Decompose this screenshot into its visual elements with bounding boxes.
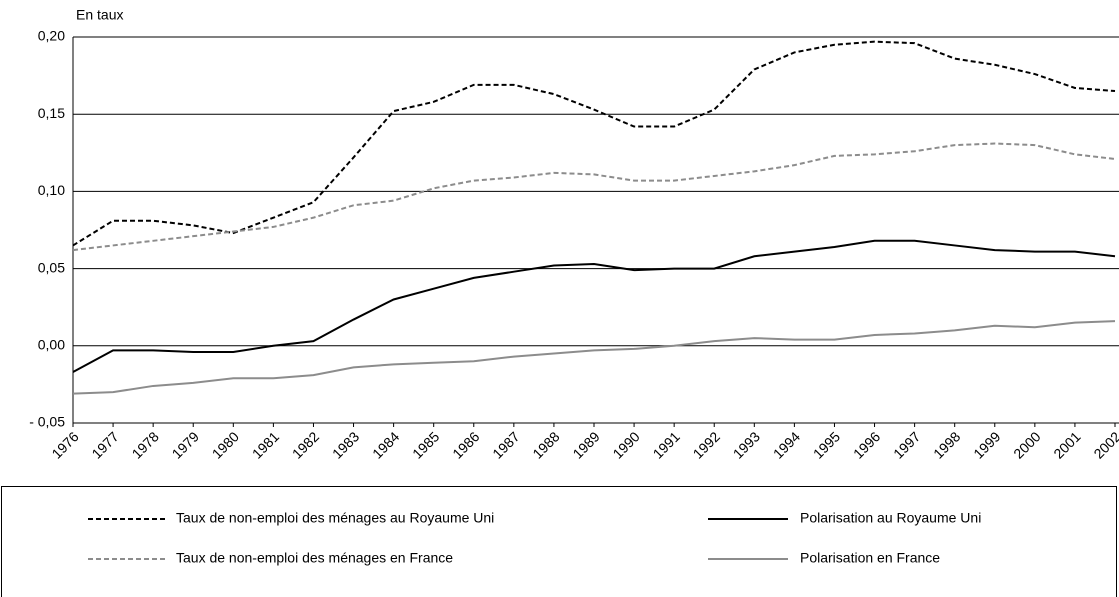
series-line — [72, 142, 1116, 252]
x-tick-label: 1996 — [850, 428, 883, 461]
x-tick-label: 1985 — [409, 428, 442, 461]
y-tick-label: 0,10 — [38, 182, 65, 198]
legend-label: Polarisation au Royaume Uni — [800, 510, 981, 526]
x-tick-label: 1986 — [449, 428, 482, 461]
x-tick-label: 1992 — [690, 428, 723, 461]
series-line — [72, 40, 1116, 247]
legend-box — [1, 486, 1117, 597]
x-tick-label: 1990 — [609, 428, 642, 461]
x-tick-label: 1978 — [129, 428, 162, 461]
x-tick-label: 1983 — [329, 428, 362, 461]
x-tick-label: 1987 — [489, 428, 522, 461]
x-tick-label: 1998 — [930, 428, 963, 461]
x-tick-label: 1984 — [369, 428, 402, 461]
y-tick-label: 0,05 — [38, 259, 65, 275]
y-tick-label: - 0,05 — [29, 414, 65, 430]
y-tick-label: 0,20 — [38, 28, 65, 44]
legend-label: Taux de non-emploi des ménages en France — [176, 550, 453, 566]
series-line — [72, 239, 1116, 373]
y-tick-label: 0,00 — [38, 337, 65, 353]
x-tick-label: 1995 — [810, 428, 843, 461]
x-tick-label: 1982 — [289, 428, 322, 461]
x-tick-label: 1999 — [970, 428, 1003, 461]
x-tick-label: 2002 — [1090, 428, 1119, 461]
x-tick-label: 2001 — [1050, 428, 1083, 461]
x-tick-label: 1991 — [650, 428, 683, 461]
x-tick-label: 1994 — [770, 428, 803, 461]
x-tick-label: 1976 — [48, 428, 81, 461]
y-axis-label: En taux — [76, 7, 123, 23]
x-tick-label: 1977 — [88, 428, 121, 461]
x-tick-label: 1988 — [529, 428, 562, 461]
legend-label: Polarisation en France — [800, 550, 940, 566]
x-tick-label: 1979 — [169, 428, 202, 461]
x-tick-label: 1997 — [890, 428, 923, 461]
y-tick-label: 0,15 — [38, 105, 65, 121]
legend-label: Taux de non-emploi des ménages au Royaum… — [176, 510, 494, 526]
x-tick-label: 2000 — [1010, 428, 1043, 461]
x-tick-label: 1981 — [249, 428, 282, 461]
x-tick-label: 1980 — [209, 428, 242, 461]
series-line — [72, 320, 1116, 395]
x-tick-label: 1993 — [730, 428, 763, 461]
x-tick-label: 1989 — [569, 428, 602, 461]
